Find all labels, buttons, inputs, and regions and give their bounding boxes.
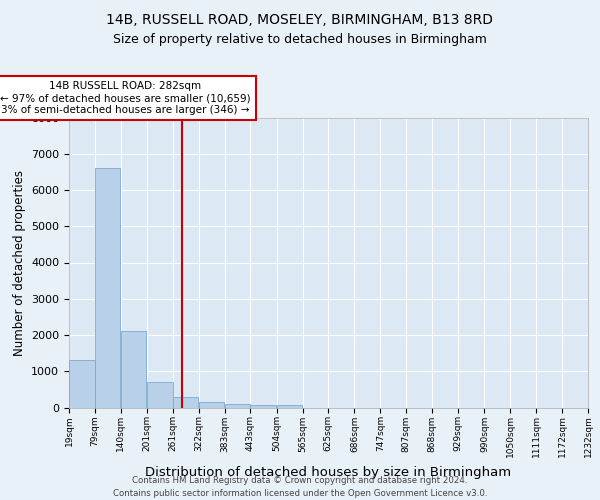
Bar [69, 360, 95, 408]
Bar [199, 402, 224, 407]
Bar [277, 406, 302, 407]
X-axis label: Distribution of detached houses by size in Birmingham: Distribution of detached houses by size … [145, 466, 512, 478]
Text: 14B, RUSSELL ROAD, MOSELEY, BIRMINGHAM, B13 8RD: 14B, RUSSELL ROAD, MOSELEY, BIRMINGHAM, … [107, 12, 493, 26]
Bar [250, 404, 276, 407]
Bar [95, 168, 121, 408]
Bar [147, 382, 173, 407]
Bar [225, 404, 250, 407]
Text: 14B RUSSELL ROAD: 282sqm
← 97% of detached houses are smaller (10,659)
3% of sem: 14B RUSSELL ROAD: 282sqm ← 97% of detach… [0, 82, 251, 114]
Text: Size of property relative to detached houses in Birmingham: Size of property relative to detached ho… [113, 32, 487, 46]
Bar [121, 332, 146, 407]
Text: Contains public sector information licensed under the Open Government Licence v3: Contains public sector information licen… [113, 489, 487, 498]
Text: Contains HM Land Registry data © Crown copyright and database right 2024.: Contains HM Land Registry data © Crown c… [132, 476, 468, 485]
Y-axis label: Number of detached properties: Number of detached properties [13, 170, 26, 356]
Bar [173, 396, 198, 407]
